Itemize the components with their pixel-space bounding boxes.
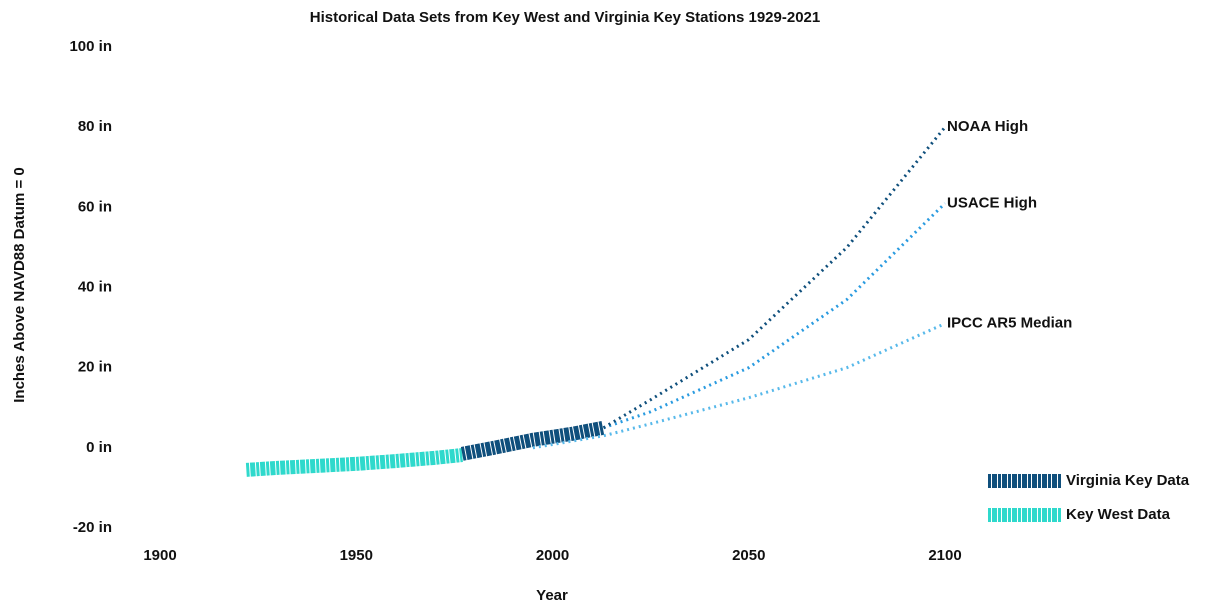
legend-label: Virginia Key Data <box>1066 472 1190 489</box>
chart-title: Historical Data Sets from Key West and V… <box>310 9 820 26</box>
series-label: IPCC AR5 Median <box>947 315 1072 332</box>
x-tick-label: 2000 <box>536 547 569 564</box>
x-tick-label: 2100 <box>928 547 961 564</box>
series-label: NOAA High <box>947 118 1028 135</box>
y-tick-label: 60 in <box>78 198 112 215</box>
series-line <box>245 448 463 477</box>
y-tick-label: 0 in <box>86 439 112 456</box>
x-axis-title: Year <box>536 587 568 604</box>
legend-label: Key West Data <box>1066 506 1171 523</box>
y-tick-label: 20 in <box>78 359 112 376</box>
series-line <box>532 322 946 450</box>
y-tick-label: -20 in <box>73 519 112 536</box>
y-axis-title: Inches Above NAVD88 Datum = 0 <box>11 167 28 403</box>
series-line <box>603 202 947 430</box>
y-tick-label: 80 in <box>78 118 112 135</box>
y-tick-label: 40 in <box>78 278 112 295</box>
series-line <box>602 126 947 430</box>
series-label: USACE High <box>947 194 1037 211</box>
series-line <box>460 420 605 461</box>
x-tick-label: 1950 <box>340 547 373 564</box>
x-tick-label: 2050 <box>732 547 765 564</box>
y-tick-label: 100 in <box>69 38 112 55</box>
x-tick-label: 1900 <box>143 547 176 564</box>
